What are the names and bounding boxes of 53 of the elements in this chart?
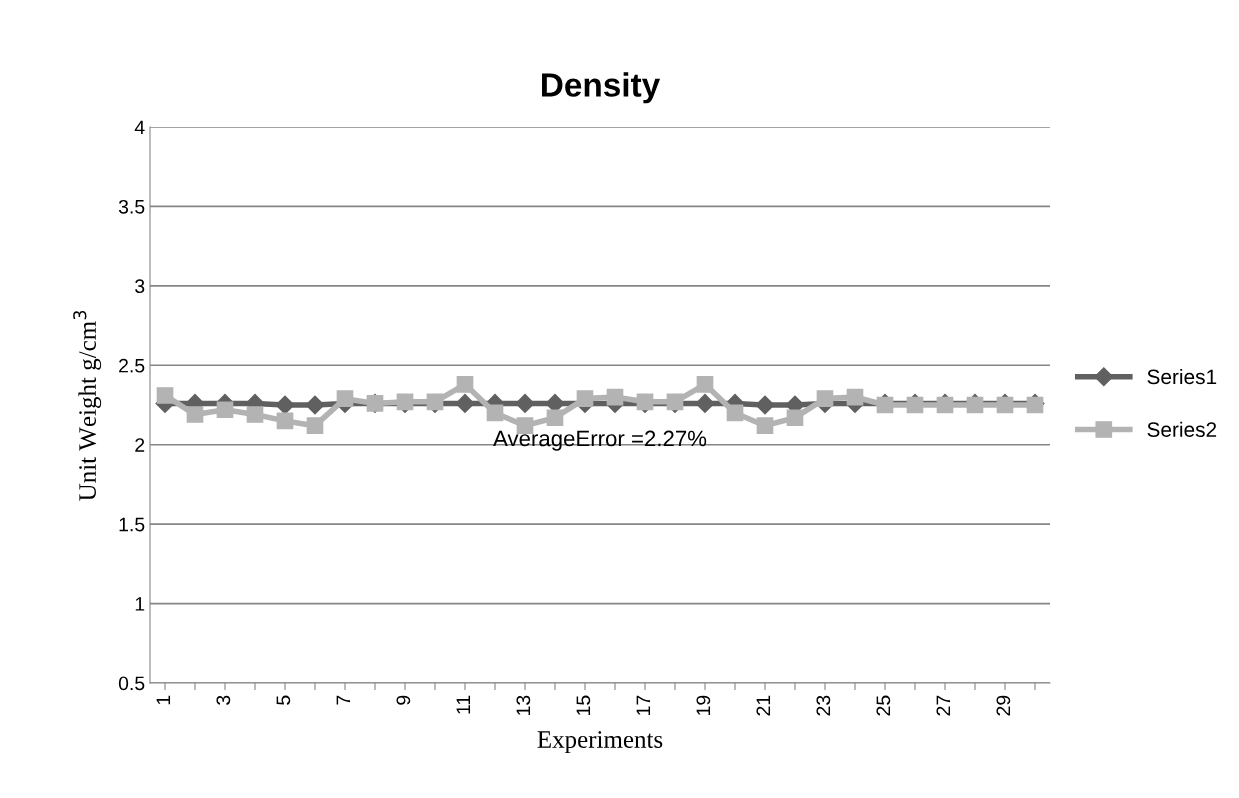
x-tick-label: 21: [756, 695, 771, 716]
point: [606, 388, 624, 406]
chart-title: Density: [542, 72, 661, 104]
x-axis-title: Experiments: [537, 731, 663, 753]
point: [336, 390, 354, 407]
y-tick-label: 2.5: [119, 358, 145, 373]
y-tick-label: 4: [134, 120, 145, 135]
x-tick-label: 3: [216, 695, 231, 705]
x-tick-label: 11: [456, 695, 471, 714]
point: [276, 412, 294, 430]
point: [696, 376, 714, 393]
x-tick-label: 1: [156, 695, 171, 705]
point: [786, 409, 804, 427]
legend-label: Series1: [1147, 368, 1217, 385]
point: [515, 393, 535, 413]
point: [305, 395, 325, 415]
y-tick-label: 1: [135, 597, 145, 611]
point: [486, 404, 504, 422]
x-tick-label: 7: [336, 695, 351, 705]
x-tick-label: 13: [516, 695, 531, 715]
legend-label: Series2: [1147, 421, 1217, 437]
point: [695, 393, 715, 413]
y-tick-label: 3.5: [118, 199, 145, 214]
y-tick-label: 2: [135, 438, 145, 452]
point: [275, 395, 295, 415]
x-tick-label: 29: [996, 695, 1011, 716]
point: [816, 390, 834, 407]
point: [246, 406, 264, 423]
point: [455, 393, 475, 413]
point: [156, 387, 174, 404]
y-tick-label: 0.5: [118, 676, 145, 691]
x-tick-label: 25: [876, 695, 891, 716]
x-tick-label: 23: [816, 695, 831, 716]
y-tick-label: 1.5: [119, 517, 145, 532]
x-tick-label: 27: [936, 695, 951, 716]
point: [186, 406, 204, 423]
x-tick-label: 15: [576, 695, 591, 715]
point: [456, 376, 474, 393]
point: [216, 401, 234, 419]
point: [576, 390, 594, 407]
annotation: AverageError =2.27%: [493, 430, 707, 451]
point: [756, 417, 774, 434]
point: [726, 404, 744, 422]
y-axis-title: Unit Weight g/cm$^{3}$: [73, 310, 102, 501]
x-tick-label: 9: [396, 695, 411, 705]
x-tick-label: 17: [636, 695, 651, 715]
point: [546, 409, 564, 427]
point: [846, 388, 864, 406]
y-tick-label: 3: [135, 279, 145, 294]
point: [755, 395, 775, 415]
x-tick-label: 19: [696, 695, 711, 715]
point: [306, 417, 324, 434]
x-tick-label: 5: [276, 695, 291, 705]
